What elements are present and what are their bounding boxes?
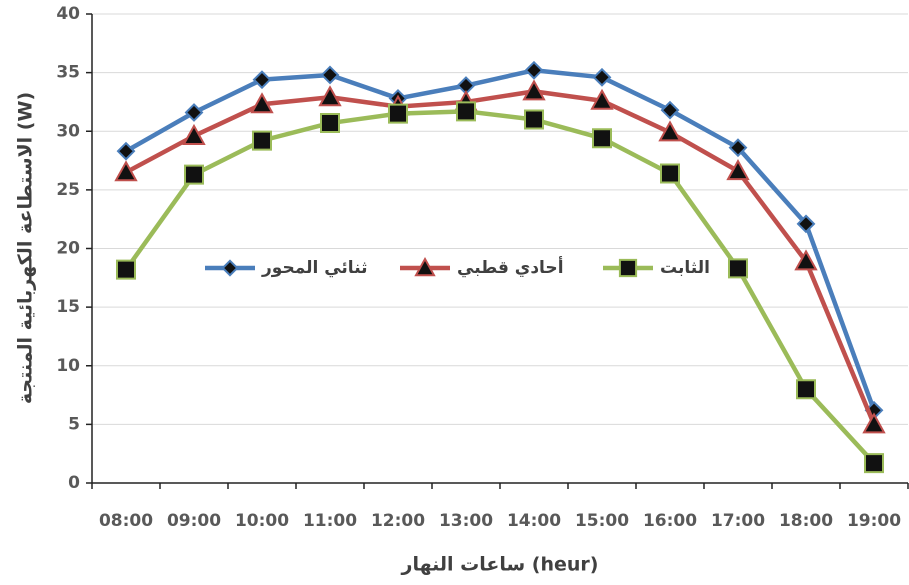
square-marker [320,113,340,134]
square-marker [796,379,816,400]
triangle-marker [522,79,546,101]
x-tick-label: 10:00 [235,511,289,531]
x-tick-label: 15:00 [575,511,629,531]
diamond-marker [221,259,239,277]
series-line [124,68,877,412]
square-marker [116,259,136,280]
triangle-marker [182,123,206,145]
series-line [124,89,877,426]
x-tick-label: 13:00 [439,511,493,531]
diamond-marker [660,100,680,120]
x-tick-label: 17:00 [711,511,765,531]
y-tick-label: 0 [68,473,80,493]
triangle-marker [726,159,750,181]
diamond-marker [116,141,136,161]
y-tick-label: 35 [56,63,80,83]
y-tick-label: 10 [56,356,80,376]
y-tick-label: 30 [56,121,80,141]
square-marker [618,258,638,278]
x-tick-label: 14:00 [507,511,561,531]
y-tick-label: 20 [56,239,80,259]
x-tick-label: 08:00 [99,511,153,531]
y-tick-label: 40 [56,4,80,24]
diamond-marker [184,103,204,122]
y-tick-label: 15 [56,297,80,317]
x-tick-label: 11:00 [303,511,357,531]
x-tick-label: 16:00 [643,511,697,531]
x-tick-label: 19:00 [847,511,901,531]
diamond-marker [592,67,612,87]
diamond-marker [796,214,816,234]
square-marker [252,130,272,151]
square-marker [864,453,884,474]
square-marker [660,163,680,184]
diamond-marker [320,65,340,85]
series-line [124,109,876,465]
triangle-marker [318,85,342,107]
y-tick-label: 5 [68,414,80,434]
triangle-marker [414,256,436,277]
x-tick-label: 12:00 [371,511,425,531]
y-tick-label: 25 [56,180,80,200]
legend-label: أحادي قطبي [457,256,564,278]
triangle-marker [862,412,886,434]
triangle-marker [590,88,614,110]
triangle-marker [114,160,138,182]
diamond-marker [524,60,544,80]
square-marker [728,258,748,279]
x-axis-title: ساعات النهار (heur) [401,554,599,576]
x-tick-label: 09:00 [167,511,221,531]
legend-label: الثابت [660,258,710,278]
square-marker [524,109,544,130]
square-marker [184,164,204,185]
square-marker [388,103,408,124]
diamond-marker [728,138,748,158]
square-marker [456,101,476,122]
triangle-marker [250,92,274,114]
diamond-marker [252,70,272,90]
legend-label: ثنائي المحور [261,258,368,278]
triangle-marker [794,249,818,271]
triangle-marker [658,120,682,142]
y-axis-title: الاستطاعة الكهربائية المنتجة (W) [15,92,37,404]
x-tick-label: 18:00 [779,511,833,531]
square-marker [592,128,612,149]
